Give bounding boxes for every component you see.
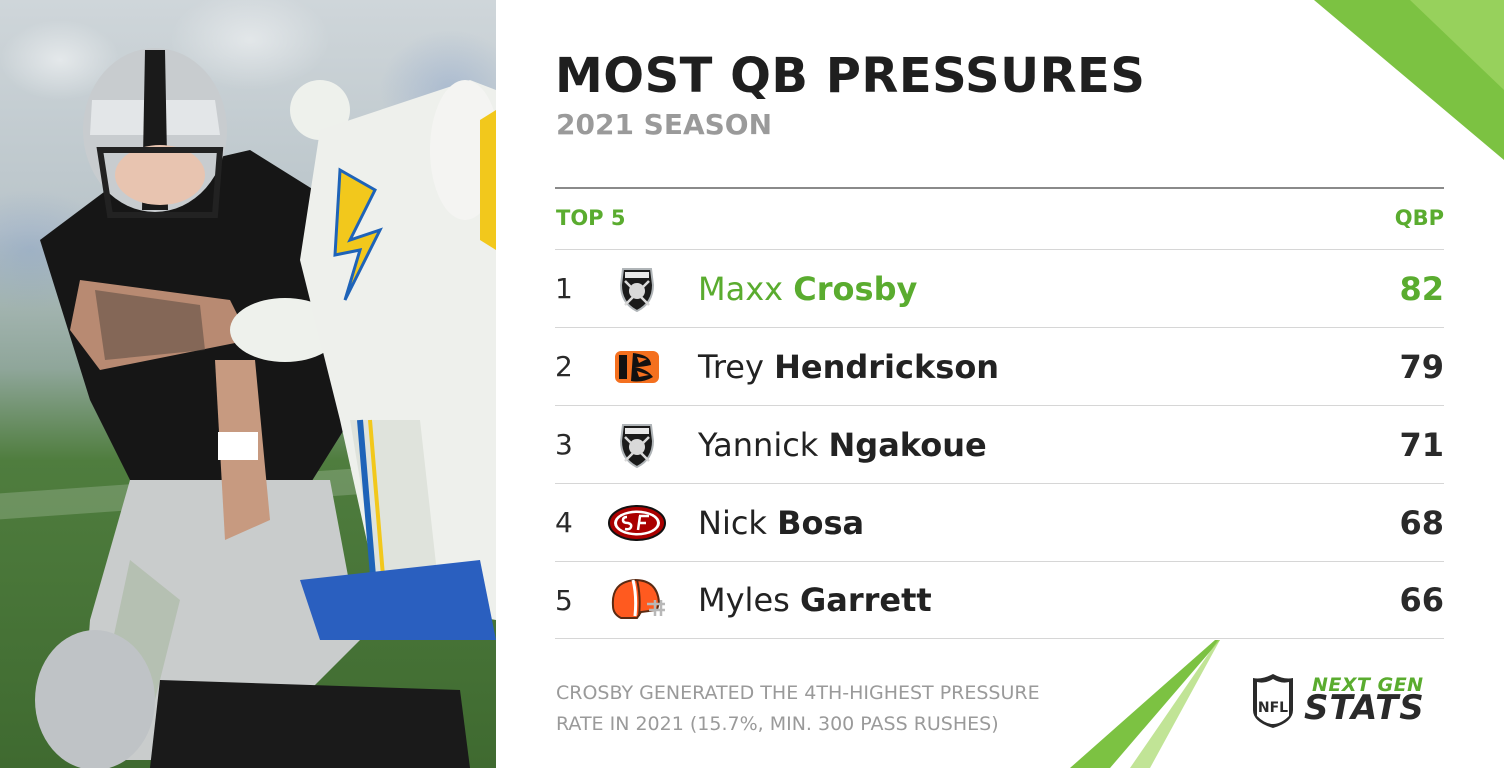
raiders-logo-icon <box>607 265 667 313</box>
player-name: Myles Garrett <box>698 581 932 619</box>
footnote-line: RATE IN 2021 (15.7%, MIN. 300 PASS RUSHE… <box>556 713 999 735</box>
player-first-name: Myles <box>698 581 790 619</box>
page-title: MOST QB PRESSURES <box>555 48 1146 104</box>
table-row: 2 Trey Hendrickson 79 <box>555 327 1444 405</box>
table-row: 5 Myles Garrett 66 <box>555 561 1444 639</box>
brand-next-gen: NEXT GEN <box>1312 674 1424 696</box>
player-name: Nick Bosa <box>698 504 864 542</box>
rank-number: 2 <box>555 350 573 383</box>
page-subtitle: 2021 SEASON <box>556 108 773 141</box>
top-right-accent-shape <box>1314 0 1504 160</box>
rank-number: 1 <box>555 272 573 305</box>
qbp-value: 71 <box>1399 425 1444 464</box>
player-first-name: Nick <box>698 503 767 542</box>
player-first-name: Trey <box>698 347 764 386</box>
player-first-name: Yannick <box>698 425 819 464</box>
player-name: Maxx Crosby <box>698 270 917 308</box>
player-name: Trey Hendrickson <box>698 348 999 386</box>
table-row: 1 Maxx Crosby 82 <box>555 249 1444 327</box>
qbp-value: 66 <box>1399 581 1444 619</box>
players-illustration <box>35 48 496 768</box>
nfl-shield-icon: NFL <box>1253 674 1293 728</box>
qbp-value: 82 <box>1399 269 1444 308</box>
table-row: 4 Nick Bosa 68 <box>555 483 1444 561</box>
rankings-table: 1 Maxx Crosby 82 2 Trey Hendrickson 79 3 <box>555 249 1444 639</box>
player-last-name: Garrett <box>799 581 932 619</box>
qbp-value: 79 <box>1399 347 1444 386</box>
brand-stats: STATS <box>1304 688 1425 728</box>
hero-photo <box>0 0 496 768</box>
header-divider <box>555 187 1444 189</box>
player-last-name: Ngakoue <box>828 425 987 464</box>
rank-number: 5 <box>555 583 573 617</box>
player-last-name: Crosby <box>793 269 918 308</box>
qbp-value: 68 <box>1399 503 1444 542</box>
footnote-line: CROSBY GENERATED THE 4TH-HIGHEST PRESSUR… <box>556 682 1040 704</box>
player-name: Yannick Ngakoue <box>698 426 987 464</box>
bottom-accent-shape <box>1070 640 1220 768</box>
rank-number: 3 <box>555 428 573 461</box>
raiders-logo-icon <box>607 421 667 469</box>
player-first-name: Maxx <box>698 269 784 308</box>
table-row: 3 Yannick Ngakoue 71 <box>555 405 1444 483</box>
svg-text:NFL: NFL <box>1258 700 1288 716</box>
player-last-name: Hendrickson <box>774 347 1000 386</box>
49ers-logo-icon <box>607 499 667 547</box>
footnote: CROSBY GENERATED THE 4TH-HIGHEST PRESSUR… <box>556 678 1116 740</box>
bengals-logo-icon <box>607 343 667 391</box>
column-header-top5: TOP 5 <box>556 206 626 230</box>
rank-number: 4 <box>555 506 573 539</box>
next-gen-stats-logo: NFL NEXT GEN STATS <box>1250 670 1450 734</box>
column-header-qbp: QBP <box>1394 206 1444 230</box>
browns-helmet-icon <box>607 576 667 624</box>
player-last-name: Bosa <box>777 503 865 542</box>
